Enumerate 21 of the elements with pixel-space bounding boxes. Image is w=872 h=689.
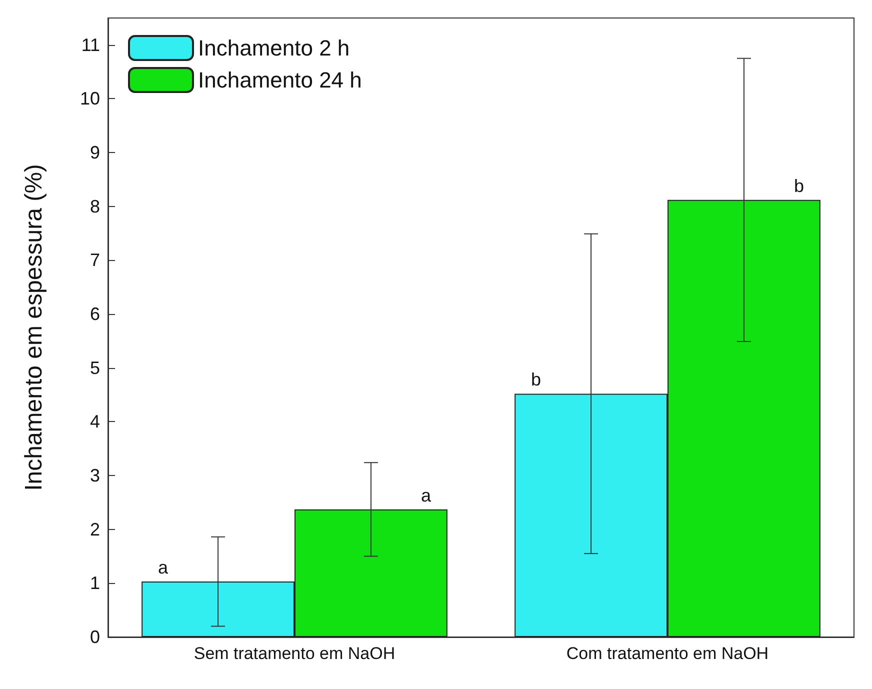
x-tick-label: Sem tratamento em NaOH bbox=[194, 644, 396, 663]
y-tick-label: 10 bbox=[80, 88, 100, 109]
legend-label: Inchamento 2 h bbox=[198, 36, 350, 60]
legend-label: Inchamento 24 h bbox=[198, 68, 362, 92]
data-label: b bbox=[531, 370, 542, 390]
y-tick-label: 3 bbox=[90, 466, 100, 486]
y-axis-title: Inchamento em espessura (%) bbox=[20, 164, 48, 491]
y-tick-label: 7 bbox=[90, 250, 100, 270]
data-label: a bbox=[420, 485, 432, 506]
y-tick-label: 1 bbox=[90, 573, 100, 594]
x-tick-label: Com tratamento em NaOH bbox=[566, 644, 769, 663]
y-tick-label: 5 bbox=[90, 358, 100, 378]
y-tick-label: 0 bbox=[90, 627, 100, 647]
y-tick-label: 4 bbox=[90, 412, 100, 432]
y-tick-label: 9 bbox=[90, 142, 100, 163]
y-tick-label: 2 bbox=[90, 519, 100, 540]
data-label: a bbox=[158, 558, 170, 578]
y-tick-label: 6 bbox=[90, 304, 100, 324]
data-label: b bbox=[794, 176, 804, 196]
y-tick-label: 11 bbox=[81, 34, 100, 55]
y-tick-label: 8 bbox=[90, 196, 100, 216]
